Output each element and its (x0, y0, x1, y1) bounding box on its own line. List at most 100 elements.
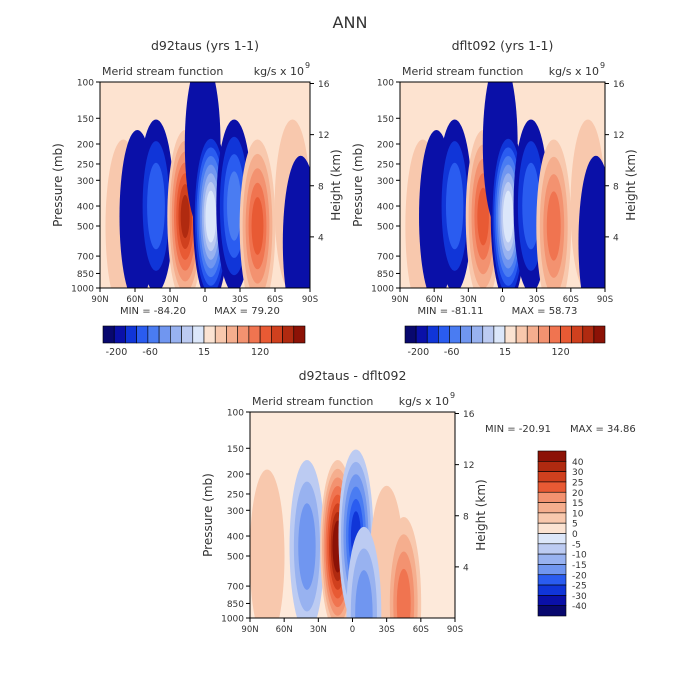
y-tick-label: 500 (377, 222, 394, 232)
panel-subtitle: Merid stream function (402, 65, 523, 78)
colorbar-label: 25 (572, 478, 583, 488)
y-tick-label: 400 (227, 533, 244, 543)
panel-title: d92taus (yrs 1-1) (151, 38, 259, 53)
colorbar-label: 15 (572, 499, 583, 509)
colorbar-box (504, 325, 517, 344)
x-tick-label: 60S (413, 625, 429, 635)
x-tick-label: 60N (126, 295, 143, 305)
colorbar-box (203, 325, 216, 344)
y-tick-label: 250 (377, 160, 394, 170)
colorbar-box (537, 471, 567, 483)
right-tick-label: 16 (613, 80, 625, 90)
y-tick-label: 700 (377, 253, 394, 263)
contour-band-9-1 (282, 155, 310, 288)
colorbar-box (214, 325, 227, 344)
colorbar-box (537, 461, 567, 472)
max-readout: MAX = 34.86 (570, 424, 636, 435)
min-readout: MIN = -81.11 (417, 306, 483, 317)
y-tick-label: 1000 (221, 615, 244, 625)
panel-dflt092: dflt092 (yrs 1-1) Merid stream function kg… (351, 38, 638, 358)
y-tick-label: 500 (77, 222, 94, 232)
x-tick-label: 60N (276, 625, 293, 635)
y-tick-label: 150 (377, 115, 394, 125)
colorbar-box (537, 595, 567, 606)
colorbar-box (404, 325, 417, 344)
colorbar-label: 30 (572, 468, 584, 478)
colorbar-box (282, 325, 295, 344)
colorbar-label: 40 (572, 458, 584, 468)
right-tick-label: 12 (318, 131, 329, 141)
y-tick-label: 1000 (371, 285, 394, 295)
y-tick-label: 300 (227, 507, 244, 517)
min-readout: MIN = -20.91 (485, 424, 551, 435)
right-tick-label: 16 (463, 410, 475, 420)
contour-band-5-9 (504, 199, 512, 234)
panel-title: d92taus - dflt092 (299, 368, 407, 383)
min-readout: MIN = -84.20 (120, 306, 186, 317)
y-tick-label: 400 (77, 203, 94, 213)
colorbar-label: -40 (572, 602, 587, 612)
contour-band-2-3 (445, 162, 464, 250)
panel-subtitle: Merid stream function (102, 65, 223, 78)
colorbar-label: -60 (142, 347, 158, 358)
contour-band-6-3 (355, 570, 373, 618)
contour-band-9-1 (578, 155, 605, 288)
colorbar-box (537, 491, 567, 503)
colorbar-box (537, 512, 567, 524)
colorbar-box (460, 325, 472, 344)
panel-subtitle: Merid stream function (252, 395, 373, 408)
colorbar-box (571, 325, 584, 344)
colorbar-box (259, 325, 272, 344)
x-tick-label: 60S (563, 295, 579, 305)
contour-band-2-3 (147, 162, 165, 250)
colorbar-box (102, 325, 115, 344)
right-tick-label: 12 (613, 131, 624, 141)
colorbar-box (537, 564, 567, 576)
y-axis-label: Pressure (mb) (201, 473, 215, 557)
x-tick-label: 0 (350, 625, 355, 635)
contour-band-3-5 (477, 187, 489, 246)
colorbar-box (537, 574, 567, 586)
right-tick-label: 16 (318, 80, 330, 90)
panel-units: kg/s x 10 (399, 395, 449, 408)
colorbar-box (482, 325, 495, 344)
contour-band-7-4 (546, 191, 561, 261)
contour-cells (250, 449, 422, 618)
x-tick-label: 90S (447, 625, 463, 635)
right-tick-label: 4 (613, 233, 619, 243)
panel-d92taus: d92taus (yrs 1-1) Merid stream function kg… (51, 38, 343, 358)
colorbar-box (415, 325, 428, 344)
y-tick-label: 300 (77, 177, 94, 187)
y-axis-label: Pressure (mb) (51, 143, 65, 227)
y-tick-label: 150 (77, 115, 94, 125)
colorbar-label: 15 (198, 347, 210, 358)
colorbar-label: 120 (551, 347, 569, 358)
right-tick-label: 4 (318, 233, 324, 243)
colorbar-box (147, 325, 160, 344)
y-tick-label: 250 (77, 160, 94, 170)
contour-band-6-4 (227, 171, 242, 241)
colorbar-box (248, 325, 261, 344)
right-tick-label: 8 (613, 182, 619, 192)
y-tick-label: 850 (77, 270, 94, 280)
right-tick-label: 8 (318, 182, 324, 192)
colorbar-box (537, 533, 567, 545)
colorbar-box (271, 325, 283, 344)
y-tick-label: 400 (377, 203, 394, 213)
y-tick-label: 100 (227, 409, 244, 419)
colorbar-label: -200 (106, 347, 128, 358)
panel-title: dflt092 (yrs 1-1) (452, 38, 554, 53)
right-tick-label: 8 (463, 512, 469, 522)
panel-units: kg/s x 10 (549, 65, 599, 78)
colorbar: -200 -60 15 120 (102, 325, 306, 358)
colorbar-label: -25 (572, 582, 587, 592)
x-tick-label: 90N (91, 295, 108, 305)
contour-band-6-3 (522, 162, 540, 250)
y-axis-right-label: Height (km) (474, 479, 488, 550)
x-tick-label: 30N (161, 295, 178, 305)
colorbar-label: -15 (572, 561, 587, 571)
y-tick-label: 100 (377, 79, 394, 89)
colorbar-box (158, 325, 171, 344)
